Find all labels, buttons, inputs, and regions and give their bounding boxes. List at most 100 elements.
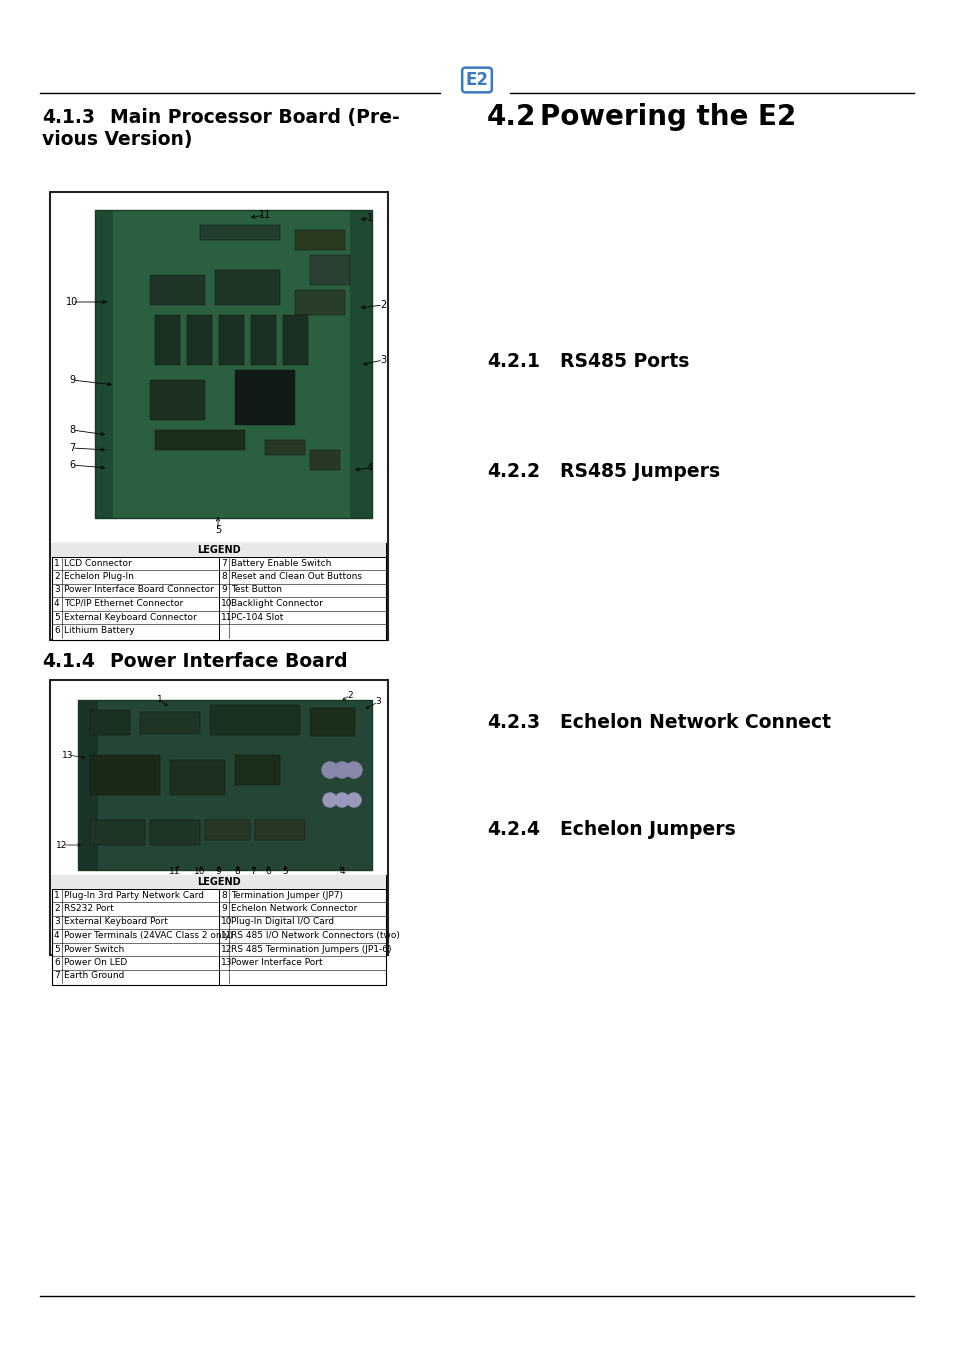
Bar [78, 701, 372, 869]
Text: 2: 2 [347, 690, 353, 699]
Text: Termination Jumper (JP7): Termination Jumper (JP7) [231, 891, 343, 899]
Bar [294, 290, 345, 315]
Text: 2: 2 [54, 572, 59, 580]
Text: 5: 5 [54, 613, 60, 621]
Bar [52, 543, 386, 640]
Bar [154, 431, 245, 450]
Text: Power Interface Board: Power Interface Board [110, 652, 347, 671]
Text: PC-104 Slot: PC-104 Slot [231, 613, 283, 621]
Text: 8: 8 [221, 572, 227, 580]
Text: 4.1.4: 4.1.4 [42, 652, 94, 671]
Text: 8: 8 [221, 891, 227, 899]
Text: 1: 1 [157, 695, 163, 705]
Bar [200, 225, 280, 240]
Bar [52, 875, 386, 888]
Text: 1: 1 [367, 213, 373, 223]
Text: vious Version): vious Version) [42, 130, 193, 148]
Text: 1: 1 [54, 891, 60, 899]
Text: 2: 2 [379, 300, 386, 310]
Text: 4.2.1: 4.2.1 [486, 352, 539, 371]
Text: 4: 4 [339, 868, 344, 876]
Text: 5: 5 [214, 525, 221, 535]
Bar [210, 705, 299, 734]
Text: 13: 13 [62, 751, 73, 760]
Text: 7: 7 [69, 443, 75, 454]
Bar [78, 701, 98, 869]
Bar [170, 760, 225, 795]
Text: 10: 10 [221, 918, 233, 926]
Text: 9: 9 [214, 868, 221, 876]
Text: 8: 8 [69, 425, 75, 435]
Text: Main Processor Board (Pre-: Main Processor Board (Pre- [110, 108, 399, 127]
Text: 6: 6 [54, 626, 60, 634]
Bar [50, 680, 388, 954]
Text: Earth Ground: Earth Ground [64, 972, 124, 980]
Bar [95, 211, 372, 518]
Text: 8: 8 [233, 868, 239, 876]
Text: 12: 12 [221, 945, 233, 953]
Bar [95, 211, 112, 518]
Text: Power On LED: Power On LED [64, 958, 127, 967]
Text: 2: 2 [54, 904, 59, 913]
Text: Plug-In Digital I/O Card: Plug-In Digital I/O Card [231, 918, 334, 926]
Text: 6: 6 [265, 868, 271, 876]
Bar [90, 755, 160, 795]
Circle shape [323, 792, 336, 807]
Circle shape [322, 761, 337, 778]
Bar [52, 875, 386, 986]
Text: 13: 13 [221, 958, 233, 967]
Text: Plug-In 3rd Party Network Card: Plug-In 3rd Party Network Card [64, 891, 204, 899]
Bar [294, 230, 345, 250]
Text: E2: E2 [465, 72, 488, 89]
Text: 9: 9 [69, 375, 75, 385]
Bar [350, 211, 372, 518]
Bar [95, 211, 372, 518]
Text: 4.2: 4.2 [486, 103, 536, 131]
Text: Test Button: Test Button [231, 586, 282, 594]
Text: 10: 10 [66, 297, 78, 306]
Text: 4.1.3: 4.1.3 [42, 108, 95, 127]
Text: Reset and Clean Out Buttons: Reset and Clean Out Buttons [231, 572, 361, 580]
Text: TCP/IP Ethernet Connector: TCP/IP Ethernet Connector [64, 599, 183, 608]
Text: LEGEND: LEGEND [197, 545, 240, 555]
Bar [254, 819, 305, 840]
Text: Power Interface Port: Power Interface Port [231, 958, 322, 967]
Text: Echelon Plug-In: Echelon Plug-In [64, 572, 133, 580]
Text: 4.2.4: 4.2.4 [486, 819, 539, 838]
Circle shape [346, 761, 361, 778]
Circle shape [347, 792, 360, 807]
Bar [140, 711, 200, 734]
Text: 9: 9 [221, 904, 227, 913]
Text: Powering the E2: Powering the E2 [539, 103, 796, 131]
Bar [205, 819, 250, 840]
Text: 3: 3 [54, 586, 60, 594]
Text: 4: 4 [54, 931, 59, 940]
Text: 7: 7 [54, 972, 60, 980]
Text: Power Switch: Power Switch [64, 945, 124, 953]
Text: 11: 11 [221, 931, 233, 940]
Bar [219, 315, 244, 364]
Bar [265, 440, 305, 455]
Bar [154, 315, 180, 364]
Text: 4: 4 [367, 463, 373, 472]
Text: 3: 3 [379, 355, 386, 364]
Text: RS485 Jumpers: RS485 Jumpers [559, 462, 720, 481]
Text: External Keyboard Connector: External Keyboard Connector [64, 613, 196, 621]
Text: Battery Enable Switch: Battery Enable Switch [231, 559, 331, 567]
Bar [310, 707, 355, 736]
Text: Power Interface Board Connector: Power Interface Board Connector [64, 586, 213, 594]
Text: 4: 4 [54, 599, 59, 608]
Bar [234, 370, 294, 425]
Text: Power Terminals (24VAC Class 2 only): Power Terminals (24VAC Class 2 only) [64, 931, 233, 940]
Bar [283, 315, 308, 364]
Circle shape [334, 761, 350, 778]
Text: 7: 7 [250, 868, 255, 876]
Bar [234, 755, 280, 784]
Text: 5: 5 [282, 868, 288, 876]
Text: 4.2.2: 4.2.2 [486, 462, 539, 481]
Text: Lithium Battery: Lithium Battery [64, 626, 134, 634]
Text: 6: 6 [54, 958, 60, 967]
Text: Echelon Jumpers: Echelon Jumpers [559, 819, 735, 838]
Text: RS 485 Termination Jumpers (JP1-6): RS 485 Termination Jumpers (JP1-6) [231, 945, 391, 953]
Text: 6: 6 [69, 460, 75, 470]
